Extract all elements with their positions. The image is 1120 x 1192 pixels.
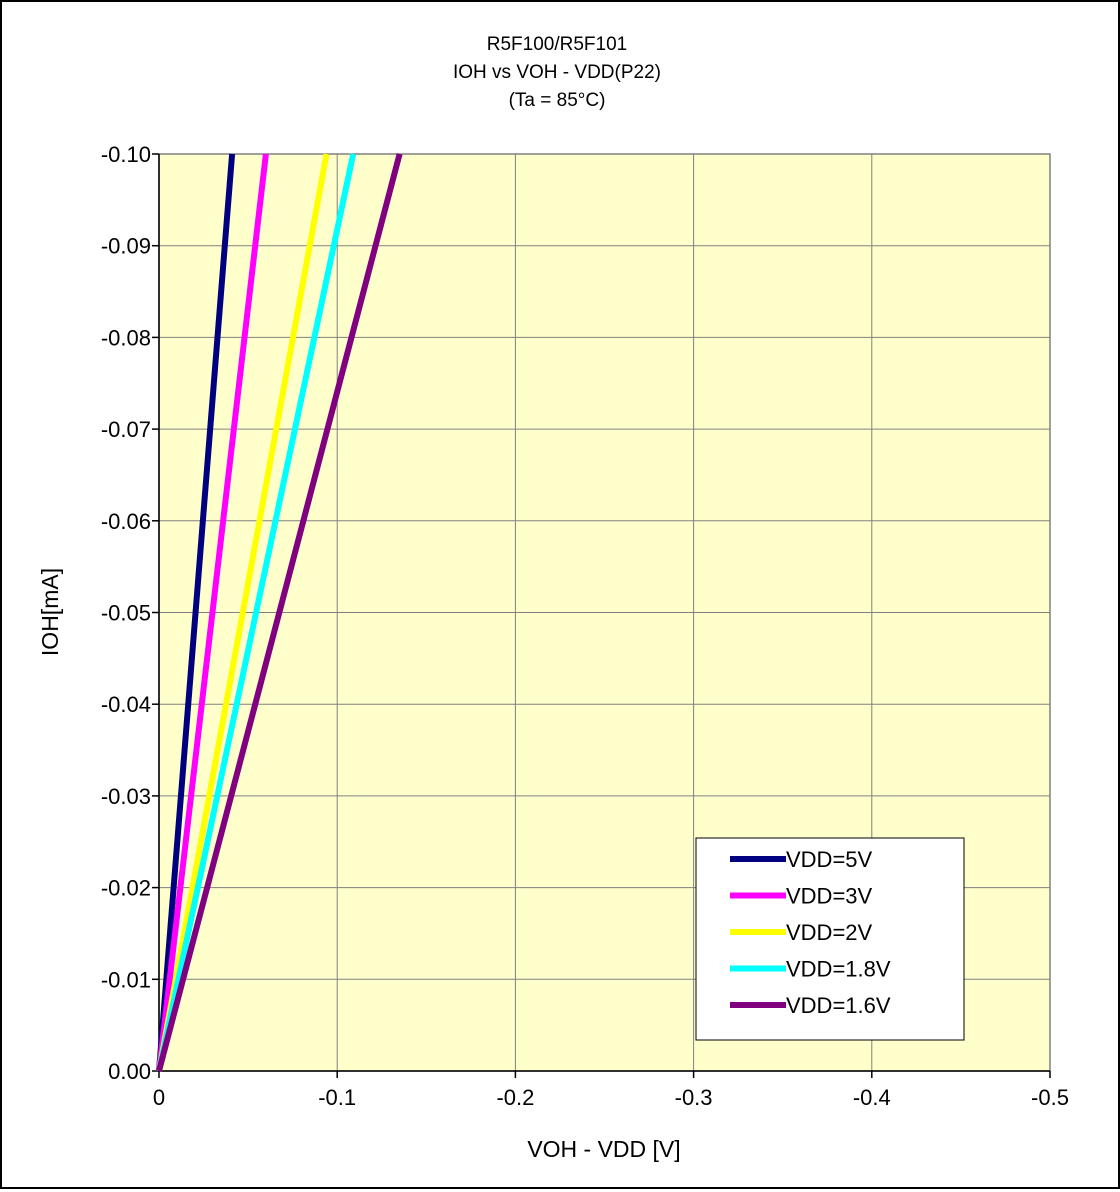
- y-tick-label: -0.01: [101, 967, 151, 992]
- y-tick-label: -0.06: [101, 509, 151, 534]
- legend-label: VDD=3V: [786, 884, 873, 909]
- series-line-3: [156, 153, 357, 1072]
- chart-title-line-2: IOH vs VOH - VDD(P22): [453, 62, 661, 83]
- y-tick-label: 0.00: [108, 1059, 151, 1084]
- axis-ticks: 0.00 -0.01 -0.02 -0.03 -0.04 -0.05 -0.06 -0.07 -…: [101, 142, 1069, 1110]
- y-tick-label: -0.04: [101, 692, 151, 717]
- y-tick-label: -0.08: [101, 325, 151, 350]
- y-tick-label: -0.10: [101, 142, 151, 167]
- grid-lines: [159, 154, 1050, 1071]
- chart-title-line-3: (Ta = 85°C): [509, 90, 606, 111]
- y-tick-label: -0.05: [101, 601, 151, 626]
- legend-label: VDD=1.8V: [786, 957, 891, 982]
- legend: VDD=5V VDD=3V VDD=2V VDD=1.8V VDD=1.6V: [695, 837, 965, 1041]
- x-tick-label: -0.3: [675, 1085, 713, 1110]
- x-tick-label: -0.2: [496, 1085, 534, 1110]
- x-tick-label: -0.4: [853, 1085, 891, 1110]
- series-line-2: [156, 153, 330, 1072]
- series-line-1: [156, 153, 269, 1072]
- series-lines: [156, 153, 403, 1072]
- y-tick-label: -0.09: [101, 234, 151, 259]
- x-tick-label: -0.1: [318, 1085, 356, 1110]
- x-axis-label: VOH - VDD [V]: [527, 1136, 680, 1162]
- legend-label: VDD=1.6V: [786, 993, 891, 1018]
- legend-label: VDD=2V: [786, 920, 873, 945]
- chart-title-line-1: R5F100/R5F101: [487, 34, 627, 55]
- y-axis-label: IOH[mA]: [37, 568, 63, 656]
- y-tick-label: -0.07: [101, 417, 151, 442]
- legend-label: VDD=5V: [786, 847, 873, 872]
- series-line-0: [156, 153, 236, 1072]
- y-tick-label: -0.02: [101, 876, 151, 901]
- x-tick-label: -0.5: [1031, 1085, 1069, 1110]
- x-tick-label: 0: [153, 1085, 165, 1110]
- y-tick-label: -0.03: [101, 784, 151, 809]
- series-line-4: [156, 153, 403, 1072]
